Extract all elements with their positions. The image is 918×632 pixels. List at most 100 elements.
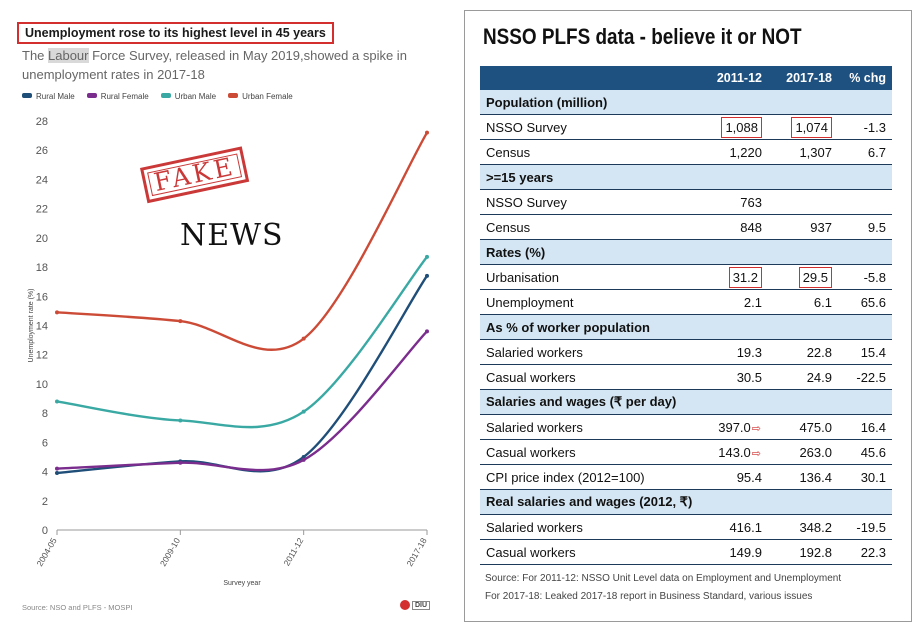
table-title: NSSO PLFS data - believe it or NOT bbox=[483, 24, 802, 49]
value-cell: 30.1 bbox=[838, 464, 892, 490]
header-cell: 2011-12 bbox=[696, 66, 768, 90]
y-axis-label: Unemployment rate (%) bbox=[28, 289, 35, 363]
table-source-line-1: Source: For 2011-12: NSSO Unit Level dat… bbox=[485, 573, 842, 584]
table-section-row: Salaries and wages (₹ per day) bbox=[480, 389, 892, 415]
legend-item: Rural Female bbox=[86, 92, 149, 101]
data-point-rural-male bbox=[425, 273, 429, 278]
data-point-rural-female bbox=[178, 460, 183, 465]
logo-text: DIU bbox=[412, 600, 431, 610]
y-tick-label: 0 bbox=[42, 525, 48, 537]
cell-value: 143.0 bbox=[718, 444, 751, 460]
chart-legend: Rural Male Rural Female Urban Male Urban Fe… bbox=[22, 92, 305, 101]
table-row: Casual workers 149.9 192.8 22.3 bbox=[480, 539, 892, 565]
section-label: As % of worker population bbox=[480, 314, 892, 340]
y-tick-label: 2 bbox=[42, 496, 48, 508]
legend-swatch bbox=[160, 93, 171, 98]
cell-value: 416.1 bbox=[729, 519, 762, 535]
data-point-rural-female bbox=[55, 466, 59, 471]
cell-value: -1.3 bbox=[863, 119, 886, 135]
table-panel: NSSO PLFS data - believe it or NOT 2011-… bbox=[464, 10, 912, 622]
value-cell: 16.4 bbox=[838, 414, 892, 440]
series-line-urban-female bbox=[56, 132, 429, 351]
row-label: Urbanisation bbox=[480, 264, 696, 290]
value-cell: 397.0⇨ bbox=[696, 414, 768, 440]
cell-value: 2.1 bbox=[743, 294, 762, 310]
value-cell: 9.5 bbox=[838, 214, 892, 240]
table-row: Salaried workers 416.1 348.2 -19.5 bbox=[480, 514, 892, 540]
data-point-urban-male bbox=[55, 399, 59, 404]
y-tick-label: 18 bbox=[36, 262, 48, 274]
legend-item: Rural Male bbox=[22, 92, 75, 101]
cell-value: -19.5 bbox=[856, 519, 886, 535]
value-cell: 95.4 bbox=[696, 464, 768, 490]
table-section-row: Population (million) bbox=[480, 90, 892, 115]
row-label: Census bbox=[480, 214, 696, 240]
cell-value: 475.0 bbox=[799, 419, 832, 435]
value-cell: 848 bbox=[696, 214, 768, 240]
logo: DIU bbox=[400, 600, 431, 610]
data-point-urban-female bbox=[425, 130, 429, 135]
cell-value: 29.5 bbox=[798, 266, 832, 288]
data-point-urban-male bbox=[301, 409, 306, 414]
value-cell: -5.8 bbox=[838, 264, 892, 290]
value-cell: 30.5 bbox=[696, 364, 768, 390]
y-tick-label: 4 bbox=[42, 467, 48, 479]
value-cell: 143.0⇨ bbox=[696, 439, 768, 465]
value-cell: 763 bbox=[696, 189, 768, 215]
value-cell: 65.6 bbox=[838, 289, 892, 315]
row-label: Casual workers bbox=[480, 364, 696, 390]
series-line-urban-male bbox=[56, 256, 428, 429]
cell-value: 192.8 bbox=[799, 544, 832, 560]
legend-label: Rural Female bbox=[100, 92, 149, 101]
cell-value: 9.5 bbox=[867, 219, 886, 235]
subtitle-highlight: Labour bbox=[48, 48, 89, 63]
header-cell: % chg bbox=[838, 66, 892, 90]
value-cell: 31.2 bbox=[696, 264, 768, 290]
cell-value: 937 bbox=[810, 219, 832, 235]
section-label: Rates (%) bbox=[480, 239, 892, 265]
table-section-row: Real salaries and wages (2012, ₹) bbox=[480, 489, 892, 515]
series-line-rural-male bbox=[56, 275, 428, 475]
value-cell: 416.1 bbox=[696, 514, 768, 540]
x-axis-label: Survey year bbox=[223, 580, 261, 587]
y-tick-label: 8 bbox=[42, 408, 48, 420]
legend-swatch bbox=[86, 93, 97, 98]
table-header-row: 2011-12 2017-18 % chg bbox=[480, 66, 892, 90]
value-cell: 29.5 bbox=[768, 264, 838, 290]
cell-value: 1,088 bbox=[721, 116, 762, 138]
data-point-rural-female bbox=[301, 457, 306, 462]
row-label: Casual workers bbox=[480, 439, 696, 465]
legend-item: Urban Male bbox=[160, 92, 216, 101]
cell-value: 30.1 bbox=[860, 469, 886, 485]
news-overlay-text: NEWS bbox=[180, 218, 284, 253]
value-cell: 1,220 bbox=[696, 139, 768, 165]
row-label: Salaried workers bbox=[480, 339, 696, 365]
data-point-urban-female bbox=[301, 336, 306, 341]
data-table: 2011-12 2017-18 % chg Population (millio… bbox=[480, 66, 892, 565]
table-row: CPI price index (2012=100) 95.4 136.4 30.1 bbox=[480, 464, 892, 490]
value-cell: 19.3 bbox=[696, 339, 768, 365]
chart-panel: Unemployment rose to its highest level i… bbox=[0, 0, 460, 632]
value-cell: 6.7 bbox=[838, 139, 892, 165]
table-row: Census 1,220 1,307 6.7 bbox=[480, 139, 892, 165]
table-body: Population (million) NSSO Survey 1,088 1,07… bbox=[480, 90, 892, 565]
cell-value: 6.1 bbox=[813, 294, 832, 310]
value-cell: 192.8 bbox=[768, 539, 838, 565]
cell-value: 1,220 bbox=[729, 144, 762, 160]
y-tick-label: 6 bbox=[42, 437, 48, 449]
value-cell: 1,307 bbox=[768, 139, 838, 165]
data-point-urban-male bbox=[178, 418, 183, 423]
y-tick-label: 28 bbox=[36, 116, 48, 128]
table-source-line-2: For 2017-18: Leaked 2017-18 report in Bu… bbox=[485, 591, 813, 602]
row-label: Census bbox=[480, 139, 696, 165]
value-cell: 22.3 bbox=[838, 539, 892, 565]
value-cell bbox=[838, 189, 892, 215]
legend-label: Urban Female bbox=[242, 92, 293, 101]
cell-value: 22.8 bbox=[806, 344, 832, 360]
data-point-rural-male bbox=[55, 471, 59, 476]
y-tick-label: 16 bbox=[36, 291, 48, 303]
table-row: NSSO Survey 763 bbox=[480, 189, 892, 215]
value-cell: 136.4 bbox=[768, 464, 838, 490]
y-tick-label: 20 bbox=[36, 233, 48, 245]
